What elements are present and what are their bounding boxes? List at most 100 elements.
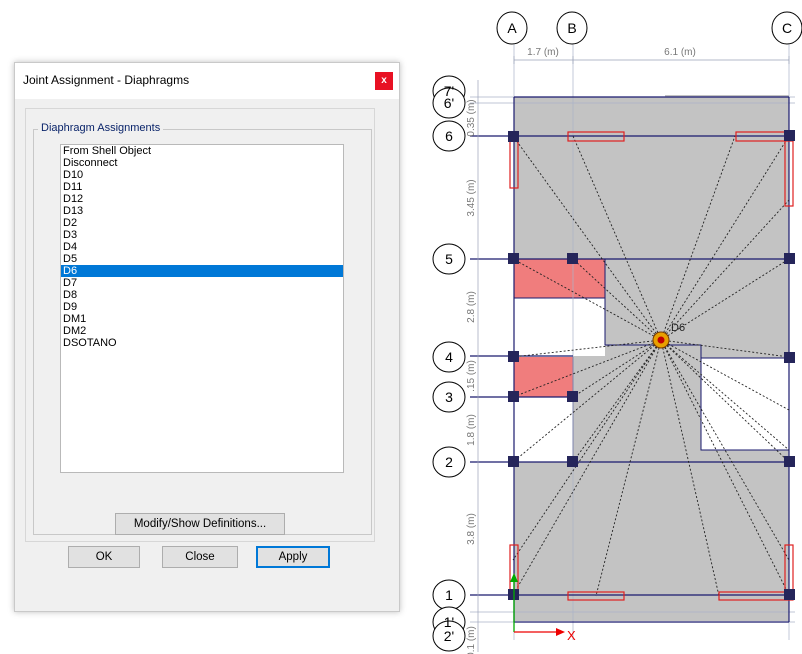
joint-marker-icon — [784, 589, 795, 600]
constraint-line — [572, 339, 662, 463]
dialog-panel — [25, 108, 375, 542]
axis-arrow-icon — [510, 573, 565, 636]
list-item[interactable]: DM2 — [63, 325, 87, 337]
grid-bubble-icon — [432, 446, 466, 478]
grid-bubble-icon — [432, 87, 466, 119]
list-item[interactable]: D4 — [63, 241, 78, 253]
constraint-line — [595, 339, 662, 597]
list-item[interactable]: D8 — [63, 289, 78, 301]
joint-marker-icon — [784, 130, 795, 141]
group-label: Diaphragm Assignments — [38, 122, 164, 134]
grid-label-3: 3 — [445, 389, 453, 405]
grid-label-2p: 2' — [444, 628, 454, 644]
column-grid-bubbles[interactable] — [496, 11, 802, 45]
constraint-line — [512, 339, 662, 358]
list-item[interactable]: D3 — [63, 229, 78, 241]
diaphragm-constraint-lines — [512, 135, 790, 597]
list-item[interactable]: D7 — [63, 277, 78, 289]
grid-label-b: B — [567, 20, 576, 36]
list-item[interactable]: Disconnect — [63, 157, 118, 169]
joint-marker-icon — [508, 456, 519, 467]
joint-marker-icon — [508, 391, 519, 402]
grid-label-2: 2 — [445, 454, 453, 470]
grid-label-a: A — [507, 20, 517, 36]
list-item[interactable]: D10 — [63, 169, 84, 181]
grid-label-6p: 6' — [444, 95, 454, 111]
joint-marker-icon — [784, 253, 795, 264]
constraint-line — [660, 339, 790, 596]
slab-highlight[interactable] — [514, 259, 605, 298]
constraint-line — [572, 135, 662, 341]
dimension-label: 1.8 (m) — [466, 414, 477, 446]
constraint-line — [512, 339, 662, 596]
grid-bubble-icon — [432, 620, 466, 652]
grid-label-1p: 1' — [444, 614, 454, 630]
constraint-line — [660, 258, 790, 341]
grid-label-6: 6 — [445, 128, 453, 144]
diaphragm-listbox[interactable]: From Shell Object Disconnect D10 D11 D12… — [60, 144, 344, 473]
list-item[interactable]: D2 — [63, 217, 78, 229]
grid-bubble-icon — [432, 381, 466, 413]
joint-marker-icon — [567, 456, 578, 467]
list-item[interactable]: DSOTANO — [63, 337, 117, 349]
dimension-label: 0.1 (m) — [466, 626, 477, 654]
constraint-line — [660, 339, 790, 358]
diaphragm-center-icon[interactable] — [652, 331, 670, 349]
joint-assignment-dialog: Joint Assignment - Diaphragms x Diaphrag… — [14, 62, 400, 612]
grid-label-5: 5 — [445, 251, 453, 267]
dimension-label: .15 (m) — [466, 360, 477, 392]
dimension-label: 3.8 (m) — [466, 513, 477, 545]
dimension-label: 2.8 (m) — [466, 291, 477, 323]
diaphragm-label: D6 — [671, 322, 685, 334]
close-button[interactable]: Close — [162, 546, 238, 568]
constraint-line — [660, 135, 790, 341]
dimension-label: 1.7 (m) — [527, 47, 559, 58]
dimension-label: 3.45 (m) — [466, 179, 477, 216]
joint-marker-icon — [567, 253, 578, 264]
constraint-line — [660, 339, 790, 463]
constraint-line — [572, 339, 662, 398]
dialog-titlebar[interactable]: Joint Assignment - Diaphragms x — [15, 63, 399, 99]
joint-marker-icon — [508, 131, 519, 142]
slab-opening — [701, 358, 789, 450]
list-item-selected[interactable]: D6 — [61, 265, 343, 277]
ok-button[interactable]: OK — [68, 546, 140, 568]
slab-opening — [514, 298, 605, 356]
dimension-label: 0.35 (m) — [466, 99, 477, 136]
joint-marker-icon — [508, 253, 519, 264]
plan-view-canvas[interactable]: D6 A B C 1.7 (m) 6.1 (m) 0.35 (m) 3.45 (… — [400, 0, 802, 654]
top-dimension-line — [513, 56, 790, 64]
slab-highlight[interactable] — [514, 357, 573, 397]
joint-markers[interactable] — [508, 130, 795, 600]
list-item[interactable]: D5 — [63, 253, 78, 265]
joint-marker-icon — [784, 352, 795, 363]
constraint-line — [660, 339, 790, 451]
constraint-line — [660, 339, 790, 561]
constraint-line — [660, 339, 790, 411]
close-icon[interactable]: x — [375, 72, 393, 90]
list-item[interactable]: DM1 — [63, 313, 87, 325]
constraint-line — [512, 339, 662, 398]
list-item[interactable]: D12 — [63, 193, 84, 205]
list-item[interactable]: D13 — [63, 205, 84, 217]
list-item[interactable]: From Shell Object — [63, 145, 152, 157]
grid-label-c: C — [782, 20, 792, 36]
joint-marker-icon — [567, 391, 578, 402]
grid-bubble-icon — [771, 11, 802, 45]
joint-marker-icon — [508, 351, 519, 362]
grid-label-7p: 7' — [444, 83, 454, 99]
dialog-title: Joint Assignment - Diaphragms — [23, 73, 190, 87]
apply-button[interactable]: Apply — [256, 546, 330, 568]
constraint-line — [512, 258, 662, 341]
axis-x-label: X — [567, 628, 576, 643]
list-item[interactable]: D9 — [63, 301, 78, 313]
grid-bubble-icon — [496, 11, 528, 45]
row-grid-bubbles[interactable] — [432, 75, 466, 652]
list-item[interactable]: D11 — [63, 181, 83, 193]
grid-label-4: 4 — [445, 349, 453, 365]
grid-bubble-icon — [556, 11, 588, 45]
grid-bubble-icon — [432, 120, 466, 152]
grid-bubble-icon — [432, 243, 466, 275]
joint-marker-icon — [784, 456, 795, 467]
modify-show-definitions-button[interactable]: Modify/Show Definitions... — [115, 513, 285, 535]
